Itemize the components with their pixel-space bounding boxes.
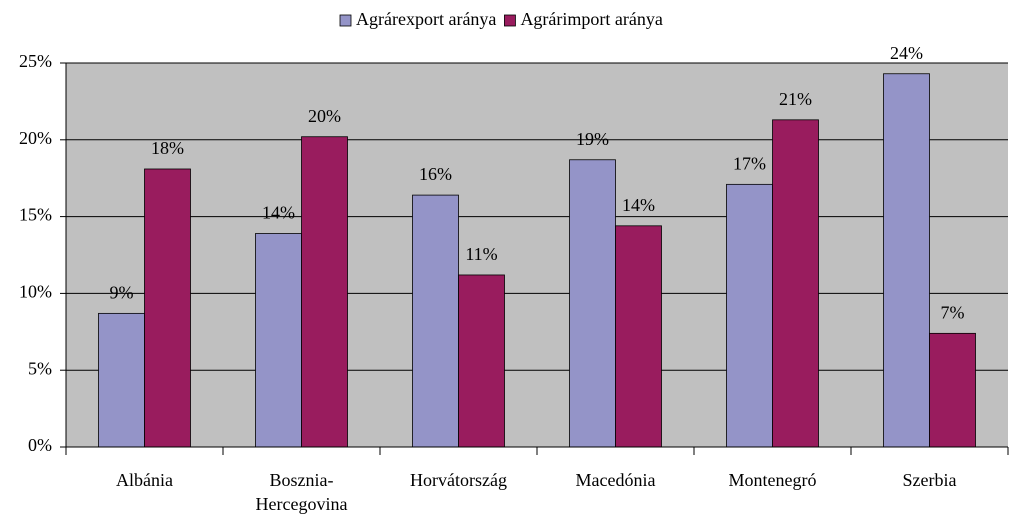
plot-area	[66, 63, 1008, 447]
data-label: 21%	[779, 89, 812, 109]
y-tick-label: 25%	[19, 51, 52, 71]
x-tick-label: Macedónia	[575, 470, 656, 490]
bar	[255, 233, 302, 448]
data-label: 16%	[419, 164, 452, 184]
data-label: 20%	[308, 106, 341, 126]
x-tick-label: Albánia	[116, 470, 173, 490]
data-label: 11%	[465, 244, 497, 264]
bar	[615, 225, 662, 448]
x-tick-label: Horvátország	[410, 470, 507, 490]
x-tick-label: Szerbia	[902, 470, 957, 490]
bar	[883, 73, 930, 448]
data-label: 9%	[110, 282, 134, 302]
y-tick-label: 10%	[19, 282, 52, 302]
bar	[726, 183, 773, 448]
data-label: 7%	[941, 302, 965, 322]
legend-label: Agrárexport aránya	[356, 9, 496, 29]
bar	[929, 332, 976, 448]
x-tick-label: Bosznia- Hercegovina	[255, 470, 348, 514]
legend-label: Agrárimport aránya	[520, 9, 662, 29]
bar	[772, 119, 819, 448]
bar	[412, 194, 459, 448]
legend-swatch	[339, 14, 352, 27]
data-label: 24%	[890, 43, 923, 63]
data-label: 19%	[576, 129, 609, 149]
bar	[98, 312, 145, 448]
data-label: 14%	[622, 195, 655, 215]
x-tick-label: Montenegró	[728, 470, 817, 490]
legend-swatch	[504, 14, 516, 27]
y-tick-label: 15%	[19, 205, 52, 225]
y-tick-label: 5%	[28, 358, 52, 378]
bar	[301, 136, 348, 448]
y-tick-label: 0%	[28, 435, 52, 455]
bar	[569, 159, 616, 448]
bar	[144, 168, 191, 448]
data-label: 18%	[151, 138, 184, 158]
bar	[458, 274, 505, 448]
y-tick-label: 20%	[19, 128, 52, 148]
data-label: 14%	[262, 203, 295, 223]
data-label: 17%	[733, 153, 766, 173]
